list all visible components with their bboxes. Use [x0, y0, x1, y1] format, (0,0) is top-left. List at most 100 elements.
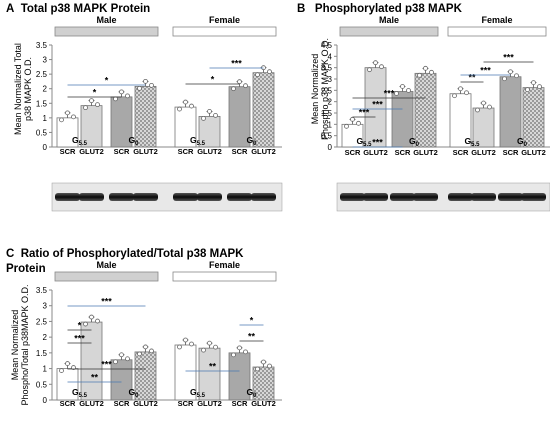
condition-label: G5.5: [190, 135, 206, 147]
data-point: [83, 321, 88, 327]
y-tick-label: 3.5: [36, 41, 48, 50]
bar-sublabel: GLUT2: [413, 148, 438, 157]
data-point: [367, 67, 372, 73]
bar-sublabel: GLUT2: [79, 399, 104, 408]
data-point: [177, 106, 182, 112]
blot-band: [197, 193, 222, 201]
bar-sublabel: SCR: [345, 148, 361, 157]
data-point: [183, 337, 188, 343]
significance-label: ***: [372, 100, 383, 110]
data-point: [417, 72, 422, 78]
male-header-bar: [339, 26, 439, 37]
significance-label: ***: [231, 59, 242, 69]
female-header-bar: [172, 26, 277, 37]
data-point: [149, 348, 154, 354]
male-label: Male: [96, 15, 116, 25]
data-point: [243, 349, 248, 355]
y-tick-label: 2: [43, 85, 48, 94]
y-tick-label: 2.5: [36, 70, 48, 79]
data-point: [207, 109, 212, 114]
bar-sublabel: GLUT2: [133, 399, 158, 408]
y-tick-label: 3: [43, 302, 48, 311]
blot-band: [227, 193, 252, 201]
bar-sublabel: SCR: [178, 399, 194, 408]
blot-band: [109, 193, 134, 201]
data-point: [189, 103, 194, 109]
male-label: Male: [96, 260, 116, 270]
y-tick-label: 3.5: [36, 286, 48, 295]
data-point: [201, 116, 206, 121]
y-tick-label: 0: [43, 396, 48, 405]
data-point: [149, 82, 154, 88]
y-tick-label: 4: [328, 52, 333, 61]
significance-label: ***: [101, 297, 112, 307]
blot-band: [251, 193, 276, 201]
data-point: [464, 90, 469, 96]
data-point: [243, 83, 248, 89]
female-label: Female: [209, 260, 240, 270]
panel-b-title: B Phosphorylated p38 MAPK: [297, 3, 462, 15]
data-point: [125, 93, 130, 99]
bar-sublabel: SCR: [178, 147, 194, 156]
y-tick-label: 1.5: [36, 99, 48, 108]
bar-sublabel: GLUT2: [251, 399, 276, 408]
condition-label: G5.5: [357, 136, 373, 148]
data-point: [89, 98, 94, 104]
data-point: [502, 76, 507, 82]
blot-band: [471, 193, 496, 201]
blot-band: [498, 193, 523, 201]
bar-sublabel: GLUT2: [521, 148, 546, 157]
significance-label: ***: [372, 138, 383, 148]
y-tick-label: 2.5: [36, 317, 48, 326]
y-tick-label: 3: [328, 75, 333, 84]
y-tick-label: 1: [43, 114, 48, 123]
data-point: [95, 318, 100, 324]
data-point: [514, 73, 519, 79]
female-label: Female: [209, 15, 240, 25]
condition-label: G5.5: [465, 136, 481, 148]
female-header-bar: [447, 26, 547, 37]
data-point: [261, 359, 266, 365]
blot-band: [363, 193, 388, 201]
data-point: [373, 60, 378, 66]
data-point: [71, 114, 76, 120]
data-point: [83, 105, 88, 111]
data-point: [71, 365, 76, 370]
y-tick-label: 0: [328, 143, 333, 152]
data-point: [95, 102, 100, 108]
bar-sublabel: SCR: [114, 399, 130, 408]
bar-sublabel: GLUT2: [133, 147, 158, 156]
condition-label: G5.5: [72, 387, 88, 399]
significance-label: *: [93, 88, 97, 98]
panel-c-title: C Ratio of Phosphorylated/Total p38 MAPK: [6, 248, 244, 260]
condition-label: G0: [517, 136, 528, 148]
data-point: [356, 120, 361, 126]
y-tick-label: 1: [328, 120, 333, 129]
data-point: [255, 366, 260, 372]
significance-label: **: [248, 332, 256, 342]
data-point: [213, 344, 218, 350]
data-point: [189, 341, 194, 347]
y-tick-label: 0.5: [321, 132, 333, 141]
data-point: [423, 65, 428, 71]
data-point: [537, 84, 542, 90]
data-point: [119, 352, 124, 358]
y-tick-label: 3.5: [321, 64, 333, 73]
data-point: [487, 104, 492, 110]
significance-label: ***: [503, 53, 514, 63]
bar-sublabel: GLUT2: [251, 147, 276, 156]
data-point: [379, 64, 384, 70]
y-tick-label: 0.5: [36, 128, 48, 137]
data-point: [137, 351, 142, 357]
significance-label: *: [250, 316, 254, 326]
data-point: [394, 91, 399, 96]
data-point: [267, 363, 272, 369]
data-point: [255, 72, 260, 78]
blot-band: [340, 193, 365, 201]
bar-sublabel: SCR: [453, 148, 469, 157]
bar-sublabel: GLUT2: [197, 147, 222, 156]
y-tick-label: 1.5: [36, 349, 48, 358]
male-header-bar: [54, 26, 159, 37]
blot-band: [390, 193, 415, 201]
